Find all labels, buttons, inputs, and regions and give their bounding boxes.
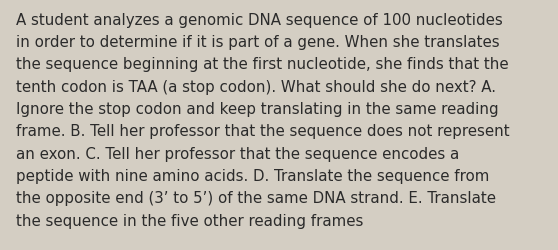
Text: A student analyzes a genomic DNA sequence of 100 nucleotides: A student analyzes a genomic DNA sequenc… — [16, 12, 502, 28]
Text: an exon. C. Tell her professor that the sequence encodes a: an exon. C. Tell her professor that the … — [16, 146, 459, 161]
Text: the opposite end (3’ to 5’) of the same DNA strand. E. Translate: the opposite end (3’ to 5’) of the same … — [16, 190, 496, 206]
Text: the sequence in the five other reading frames: the sequence in the five other reading f… — [16, 213, 363, 228]
Text: peptide with nine amino acids. D. Translate the sequence from: peptide with nine amino acids. D. Transl… — [16, 168, 489, 183]
Text: frame. B. Tell her professor that the sequence does not represent: frame. B. Tell her professor that the se… — [16, 124, 509, 139]
Text: Ignore the stop codon and keep translating in the same reading: Ignore the stop codon and keep translati… — [16, 102, 498, 116]
Text: in order to determine if it is part of a gene. When she translates: in order to determine if it is part of a… — [16, 35, 499, 50]
Text: tenth codon is TAA (a stop codon). What should she do next? A.: tenth codon is TAA (a stop codon). What … — [16, 79, 496, 94]
Text: the sequence beginning at the first nucleotide, she finds that the: the sequence beginning at the first nucl… — [16, 57, 508, 72]
